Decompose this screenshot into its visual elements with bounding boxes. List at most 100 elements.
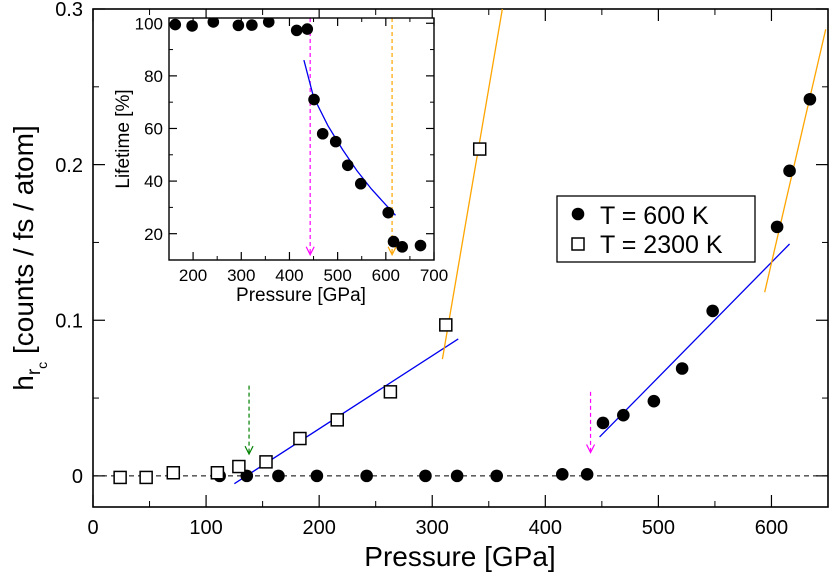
inset-x-axis-label: Pressure [GPa] (236, 285, 366, 306)
data-point (396, 241, 409, 253)
data-point (647, 394, 661, 408)
data-point (113, 470, 127, 485)
data-point (383, 385, 398, 399)
data-point (293, 431, 307, 446)
x-tick-label: 400 (275, 266, 303, 285)
data-point (341, 159, 354, 172)
main-y-axis-ticks: 0 0.1 0.2 0.3 (55, 0, 828, 488)
main-x-axis-label: Pressure [GPa] (364, 541, 555, 572)
fit-600K-low (599, 243, 791, 438)
fit-2300K-high (441, 8, 503, 360)
data-point (439, 318, 453, 332)
data-point (387, 235, 400, 248)
data-point (272, 469, 285, 483)
data-point (330, 413, 344, 427)
data-point (675, 362, 689, 375)
data-point (308, 93, 320, 106)
x-tick-label: 0 (87, 517, 98, 539)
data-point (246, 19, 258, 31)
data-point (301, 23, 314, 35)
y-label-sub-c: c (34, 362, 50, 369)
legend-label-600K: T = 600 K (600, 202, 709, 230)
y-label-sub-r: r (24, 368, 45, 375)
data-point (419, 469, 432, 483)
data-point (262, 18, 275, 28)
x-tick-label: 400 (529, 517, 562, 539)
data-point (329, 135, 342, 148)
data-point (472, 142, 487, 156)
x-tick-label: 500 (323, 266, 351, 285)
data-point (706, 304, 719, 318)
inset-background (169, 18, 434, 260)
data-point (316, 127, 329, 140)
data-point (596, 416, 610, 430)
legend: T = 600 K T = 2300 K (556, 195, 756, 263)
magenta-arrow-head (586, 444, 596, 454)
data-point (354, 177, 367, 190)
main-plot-frame (92, 8, 829, 508)
y-tick-label: 100 (135, 14, 163, 33)
data-point (139, 470, 153, 485)
inset-y-axis-label: Lifetime [%] (113, 89, 134, 188)
x-tick-label: 300 (227, 266, 255, 285)
y-tick-label: 0 (72, 466, 83, 488)
data-point (414, 239, 427, 252)
y-tick-label: 60 (144, 120, 163, 139)
x-tick-label: 200 (302, 517, 335, 539)
legend-marker-600K (571, 207, 585, 221)
main-x-axis-ticks: 0 100 200 300 400 500 600 (87, 9, 788, 539)
main-y-axis-label: hrc [counts / fs / atom] (8, 125, 50, 390)
data-point (555, 468, 569, 481)
inset-y-axis-ticks: 20 40 60 80 100 (135, 14, 434, 244)
x-tick-label: 700 (420, 266, 448, 285)
inset-chart: 200 300 400 500 600 700 20 40 60 80 100 Pressure … (113, 14, 448, 306)
data-point (310, 469, 324, 483)
y-tick-label: 0.1 (55, 310, 83, 332)
data-point (259, 455, 273, 469)
inset-x-axis-ticks: 200 300 400 500 600 700 (179, 18, 448, 285)
orange-arrow-head (387, 246, 397, 257)
y-tick-label: 0.3 (55, 0, 83, 21)
data-point (290, 24, 303, 37)
x-tick-label: 600 (372, 266, 400, 285)
data-point (382, 206, 395, 219)
y-tick-label: 0.2 (55, 155, 83, 177)
x-tick-label: 200 (179, 266, 207, 285)
magenta-arrow-head (305, 246, 315, 257)
y-tick-label: 20 (144, 225, 163, 244)
main-data-markers (113, 92, 817, 485)
data-point (490, 469, 503, 483)
x-tick-label: 300 (416, 517, 449, 539)
y-label-rest: [counts / fs / atom] (8, 125, 39, 362)
fit-600K-high (764, 29, 827, 293)
x-tick-label: 600 (755, 517, 788, 539)
main-chart: 0 100 200 300 400 500 600 0 0.1 0.2 0.3 Pressure … (8, 0, 829, 572)
data-point (450, 469, 464, 483)
data-point (617, 408, 630, 422)
data-point (169, 18, 182, 31)
data-point (232, 459, 246, 474)
y-tick-label: 40 (144, 172, 163, 191)
inset-plot-frame (168, 17, 435, 261)
data-point (580, 468, 594, 481)
green-arrow-head (244, 445, 254, 456)
main-arrows (244, 385, 596, 456)
data-point (232, 19, 245, 32)
data-point (166, 466, 181, 480)
data-point (186, 20, 198, 32)
data-point (770, 220, 784, 234)
data-point (360, 469, 373, 483)
inset-data-markers (169, 18, 427, 253)
x-tick-label: 100 (189, 517, 222, 539)
data-point (783, 164, 796, 178)
data-point (207, 18, 220, 28)
data-point (803, 92, 817, 106)
data-point (210, 466, 225, 480)
legend-marker-2300K (571, 237, 585, 251)
y-label-h: h (8, 375, 39, 391)
legend-label-2300K: T = 2300 K (600, 231, 723, 259)
y-tick-label: 80 (144, 67, 163, 86)
x-tick-label: 500 (642, 517, 675, 539)
legend-box (556, 195, 756, 263)
